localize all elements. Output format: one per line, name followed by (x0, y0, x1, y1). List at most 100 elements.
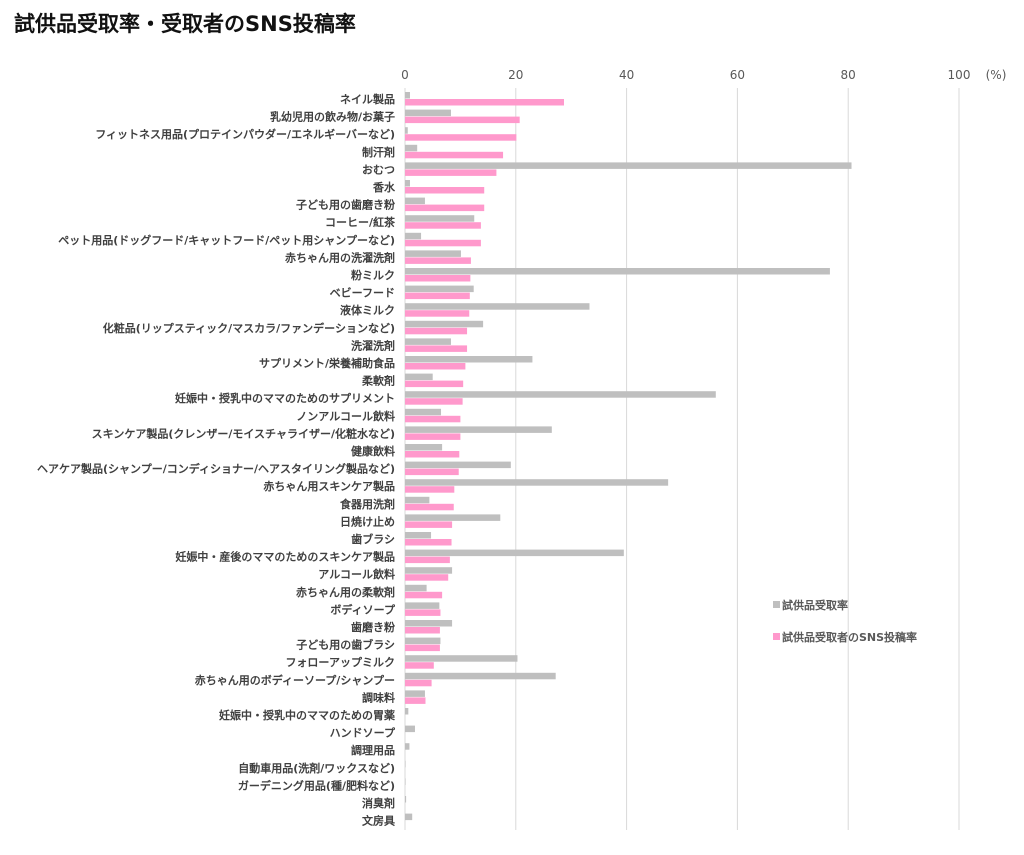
category-label: ベビーフード (330, 286, 395, 300)
bar-sns-post-rate (405, 363, 466, 370)
bar-sns-post-rate (405, 345, 468, 352)
bar-receipt-rate (405, 250, 461, 257)
category-label: 赤ちゃん用のボディーソープ/シャンプー (195, 673, 395, 687)
bar-sns-post-rate (405, 627, 440, 634)
bar-receipt-rate (405, 391, 716, 398)
category-label: スキンケア製品(クレンザー/モイスチャライザー/化粧水など) (92, 426, 395, 440)
bar-receipt-rate (405, 796, 407, 803)
legend-label: 試供品受取者のSNS投稿率 (782, 630, 917, 644)
category-label: 文房具 (362, 814, 395, 828)
bar-receipt-rate (405, 725, 415, 733)
bar-receipt-rate (405, 549, 624, 557)
bar-sns-post-rate (405, 257, 471, 264)
category-label: 消臭剤 (362, 796, 395, 810)
x-tick-label: 0 (401, 68, 409, 82)
bar-sns-post-rate (405, 275, 471, 282)
category-label: フォローアップミルク (285, 655, 395, 669)
bar-receipt-rate (405, 496, 430, 504)
category-label: 歯ブラシ (351, 532, 395, 546)
bar-sns-post-rate (405, 662, 434, 669)
category-label: ハンドソープ (330, 726, 396, 740)
bar-receipt-rate (405, 144, 418, 152)
category-label: 赤ちゃん用スキンケア製品 (263, 479, 395, 493)
category-label: ノンアルコール飲料 (296, 409, 395, 423)
category-label: コーヒー/紅茶 (325, 215, 396, 229)
bar-receipt-rate (405, 743, 410, 750)
bar-sns-post-rate (405, 451, 460, 458)
category-label: 柔軟剤 (361, 374, 395, 388)
category-label: 調理用品 (351, 743, 395, 757)
bar-receipt-rate (405, 479, 669, 486)
x-tick-label: 40 (619, 68, 634, 82)
bar-sns-post-rate (405, 187, 485, 194)
category-label: アルコール飲料 (318, 567, 395, 581)
bar-sns-post-rate (405, 169, 497, 176)
bar-receipt-rate (405, 303, 590, 310)
category-label: 歯磨き粉 (351, 620, 395, 634)
category-label: おむつ (362, 163, 395, 176)
bar-sns-post-rate (405, 239, 481, 247)
bar-receipt-rate (405, 356, 533, 363)
bar-sns-post-rate (405, 292, 470, 300)
bar-receipt-rate (405, 584, 427, 592)
category-label: 制汗剤 (362, 145, 395, 159)
category-label: 子ども用の歯ブラシ (296, 638, 395, 652)
x-tick-label: 20 (508, 68, 523, 82)
bar-receipt-rate (405, 92, 410, 99)
bar-receipt-rate (405, 514, 501, 521)
bar-receipt-rate (405, 444, 443, 451)
bar-receipt-rate (405, 567, 453, 574)
category-label: 調味料 (362, 690, 395, 704)
bar-sns-post-rate (405, 539, 452, 546)
category-label: 粉ミルク (351, 268, 395, 282)
x-tick-label: 80 (841, 68, 856, 82)
legend-swatch (773, 633, 780, 640)
bar-sns-post-rate (405, 644, 440, 652)
category-label: ヘアケア製品(シャンプー/コンディショナー/ヘアスタイリング製品など) (37, 462, 395, 476)
bar-receipt-rate (405, 602, 440, 609)
bar-receipt-rate (405, 285, 474, 293)
bar-sns-post-rate (405, 398, 463, 405)
bar-sns-post-rate (405, 697, 426, 704)
category-label: ペット用品(ドッグフード/キャットフード/ペット用シャンプーなど) (58, 233, 395, 247)
bar-sns-post-rate (405, 116, 520, 124)
category-label: 妊娠中・授乳中のママのための胃薬 (219, 708, 396, 722)
bar-receipt-rate (405, 215, 475, 222)
bar-sns-post-rate (405, 415, 461, 423)
bar-sns-post-rate (405, 134, 517, 141)
chart-title: 試供品受取率・受取者のSNS投稿率 (14, 12, 356, 36)
bar-sns-post-rate (405, 679, 432, 687)
bar-receipt-rate (405, 197, 425, 205)
category-label: 自動車用品(洗剤/ワックスなど) (238, 761, 395, 775)
category-label: 妊娠中・産後のママのためのスキンケア製品 (175, 550, 395, 564)
category-label: 子ども用の歯磨き粉 (296, 198, 395, 212)
category-label: ガーデニング用品(種/肥料など) (238, 778, 395, 792)
bar-receipt-rate (405, 373, 433, 381)
bar-receipt-rate (405, 180, 410, 187)
category-label: 日焼け止め (340, 514, 395, 528)
bar-receipt-rate (405, 461, 511, 469)
category-label: 化粧品(リップスティック/マスカラ/ファンデーションなど) (103, 321, 395, 335)
bar-sns-post-rate (405, 204, 485, 212)
bar-receipt-rate (405, 620, 453, 627)
legend-label: 試供品受取率 (782, 598, 848, 612)
bar-receipt-rate (405, 162, 852, 169)
bar-receipt-rate (405, 127, 408, 134)
bar-sns-post-rate (405, 310, 470, 317)
bar-receipt-rate (405, 338, 451, 345)
bar-sns-post-rate (405, 574, 449, 581)
bar-receipt-rate (405, 232, 422, 240)
bar-sns-post-rate (405, 591, 443, 599)
bar-receipt-rate (405, 708, 409, 715)
bar-sns-post-rate (405, 222, 481, 229)
bar-receipt-rate (405, 690, 425, 697)
category-label: 食器用洗剤 (340, 497, 395, 511)
category-label: 赤ちゃん用の柔軟剤 (296, 585, 395, 599)
bar-receipt-rate (405, 760, 406, 768)
bar-receipt-rate (405, 813, 413, 821)
bar-receipt-rate (405, 532, 432, 539)
bar-receipt-rate (405, 268, 830, 275)
bar-receipt-rate (405, 637, 441, 645)
bar-sns-post-rate (405, 433, 461, 440)
